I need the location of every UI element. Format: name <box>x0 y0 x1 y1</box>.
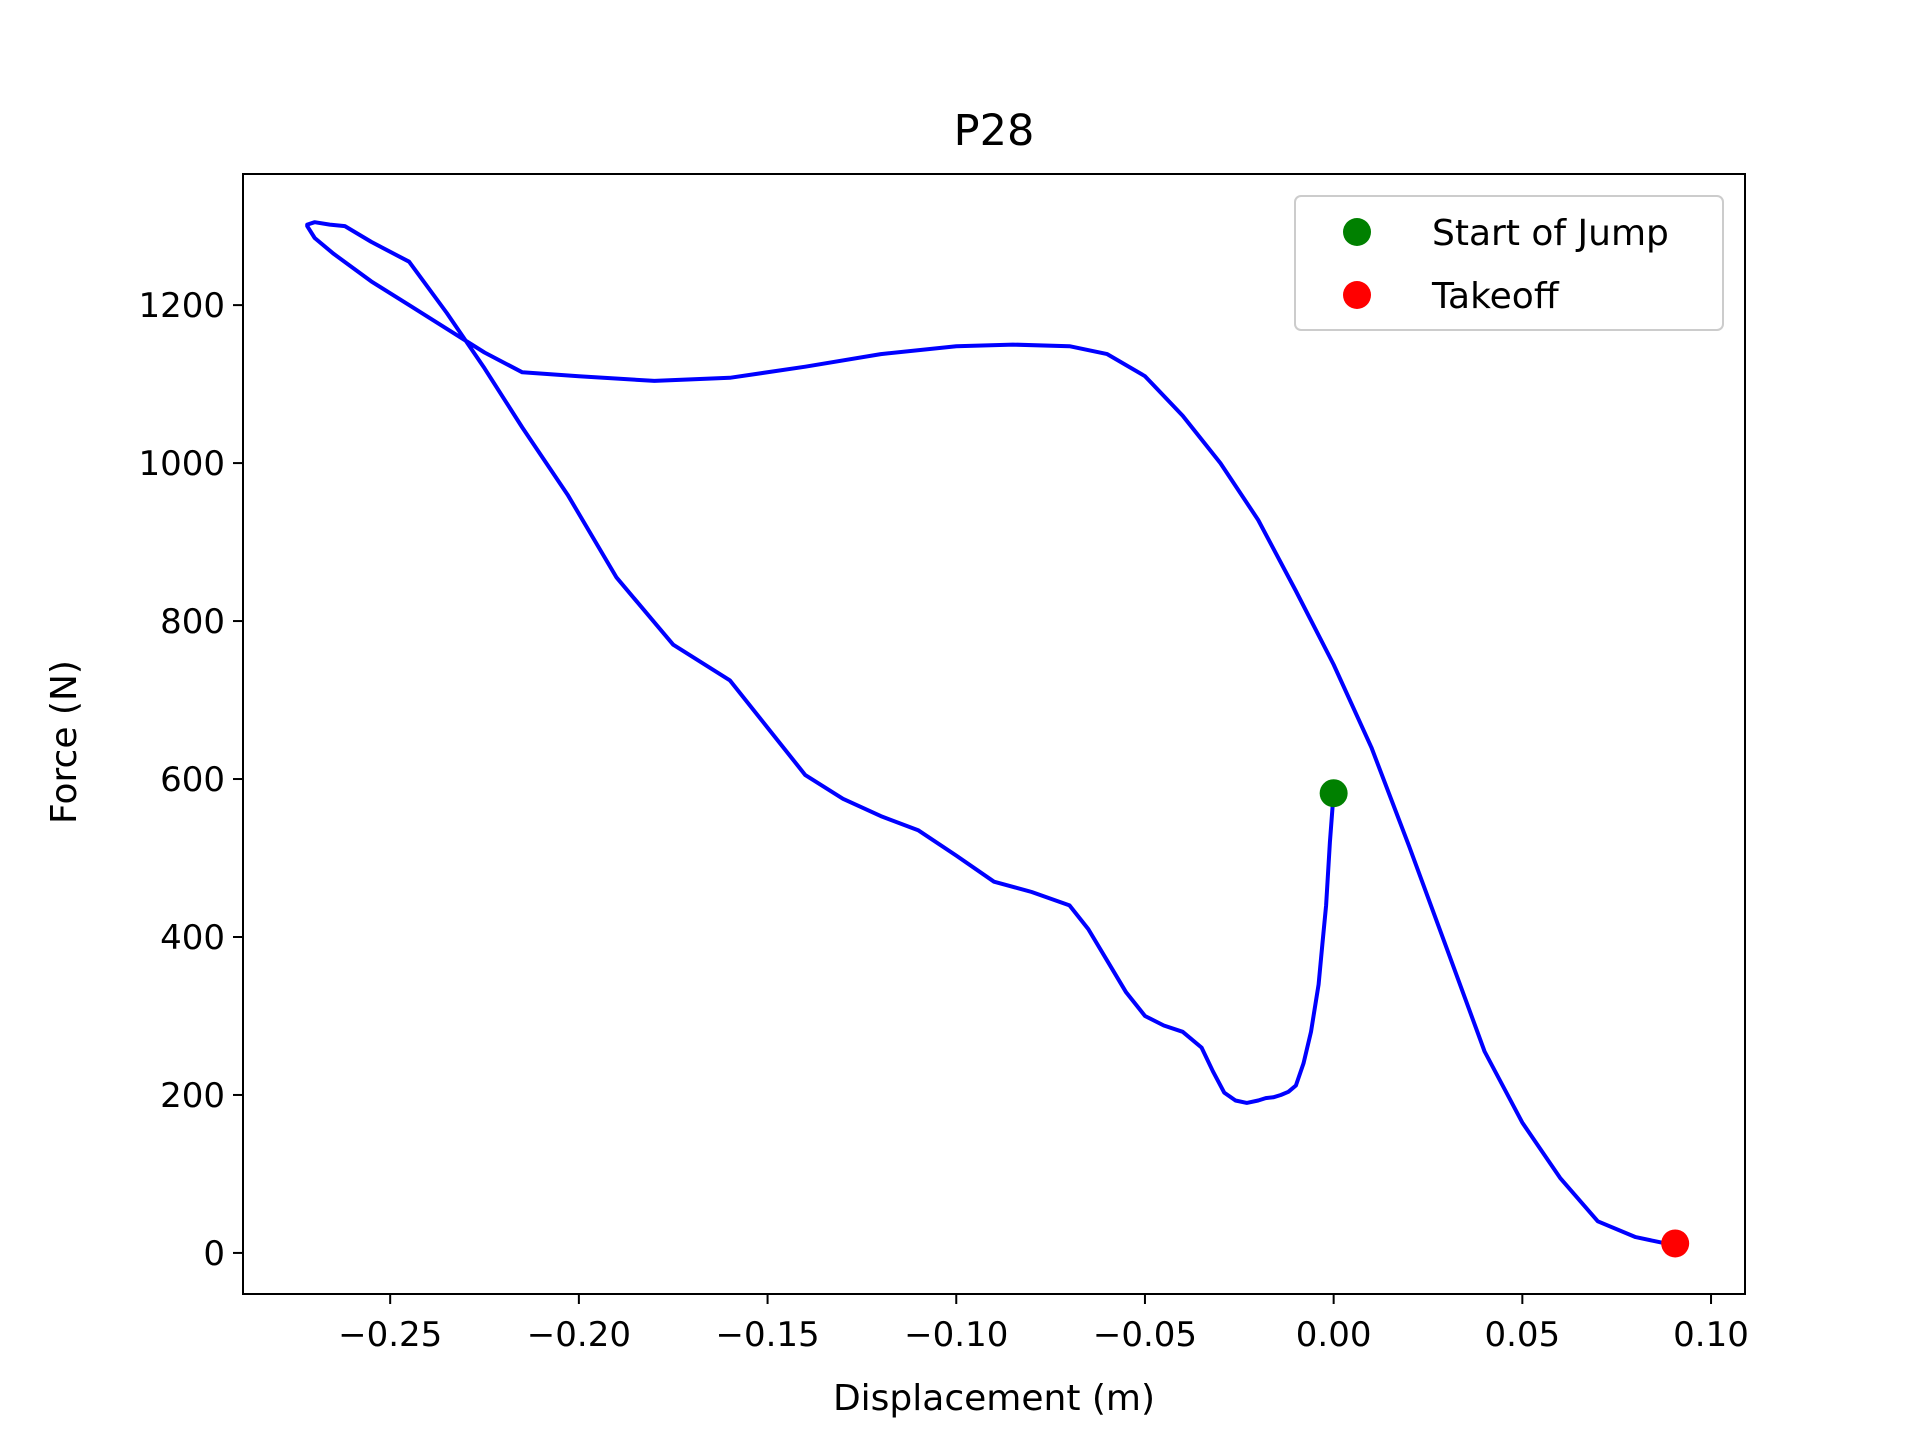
marker-layer <box>1319 779 1690 1258</box>
x-tick-label: 0.10 <box>1673 1315 1749 1355</box>
x-tick-label: −0.20 <box>527 1315 631 1355</box>
chart-title: P28 <box>954 106 1035 156</box>
y-tick-label: 1000 <box>138 444 225 484</box>
y-axis-label: Force (N) <box>44 660 85 824</box>
legend-label: Start of Jump <box>1432 213 1669 254</box>
x-tick-label: −0.15 <box>715 1315 819 1355</box>
y-tick-label: 200 <box>160 1076 225 1116</box>
legend-items: Start of Jump Takeoff <box>1343 213 1669 317</box>
x-axis-label: Displacement (m) <box>833 1378 1155 1419</box>
marker-point <box>1661 1229 1690 1258</box>
plot-frame <box>242 173 1746 1295</box>
legend-marker <box>1343 218 1371 246</box>
x-axis-ticks: −0.25 −0.20 −0.15 −0.10 −0.05 0.00 0.05 0.10 <box>338 1294 1749 1355</box>
marker-point <box>1319 779 1348 808</box>
legend-label: Takeoff <box>1431 276 1560 317</box>
y-tick-label: 1200 <box>138 286 225 326</box>
y-axis-ticks: 0 200 400 600 800 1000 1200 <box>138 286 243 1274</box>
x-tick-label: −0.10 <box>904 1315 1008 1355</box>
x-tick-label: 0.05 <box>1484 1315 1560 1355</box>
y-tick-label: 800 <box>160 602 225 642</box>
legend-marker <box>1343 281 1371 309</box>
series-layer <box>305 220 1676 1246</box>
legend-box <box>1294 195 1724 331</box>
y-tick-label: 400 <box>160 918 225 958</box>
x-tick-label: −0.25 <box>338 1315 442 1355</box>
y-tick-label: 600 <box>160 760 225 800</box>
x-tick-label: 0.00 <box>1296 1315 1372 1355</box>
series-line <box>305 220 1676 1246</box>
x-tick-label: −0.05 <box>1093 1315 1197 1355</box>
y-tick-label: 0 <box>203 1234 225 1274</box>
legend: Start of Jump Takeoff <box>1294 195 1724 331</box>
